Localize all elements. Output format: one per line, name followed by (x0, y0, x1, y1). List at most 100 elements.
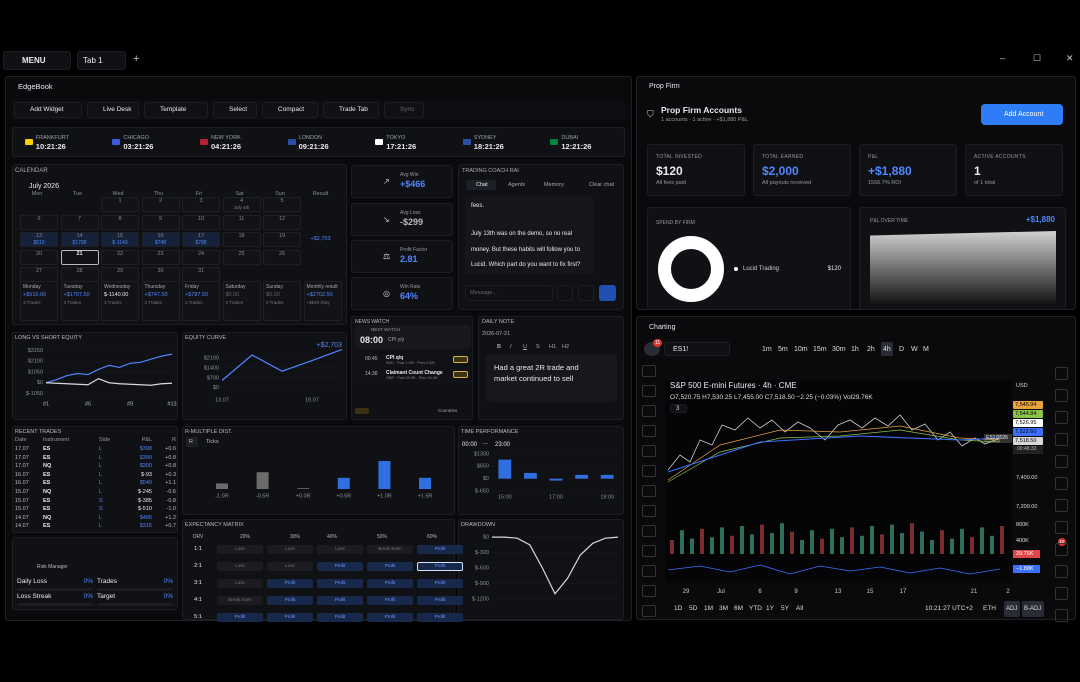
menu-button[interactable] (3, 51, 71, 70)
window-control[interactable]: ☐ (1033, 53, 1042, 63)
side-tool[interactable] (1055, 521, 1068, 534)
drawing-tool[interactable] (642, 445, 656, 457)
window-control[interactable]: – (1000, 53, 1006, 63)
range-button[interactable]: All (796, 605, 804, 612)
toolbar-button[interactable] (213, 102, 257, 118)
drawing-tool[interactable] (642, 425, 656, 437)
side-tool[interactable] (1055, 587, 1068, 600)
timeframe[interactable]: 4h (883, 346, 891, 353)
toolbar-button[interactable] (384, 102, 424, 118)
timeframe[interactable]: 5m (778, 346, 788, 353)
attach-button[interactable] (557, 285, 573, 301)
matrix-row-label: 1:1 (194, 546, 202, 552)
drawing-tool[interactable] (642, 405, 656, 417)
timeframe[interactable]: M (923, 346, 929, 353)
clock-time: 12:21:26 (561, 142, 592, 151)
mode-label[interactable]: R (189, 439, 193, 445)
timeframe[interactable]: 10m (794, 346, 808, 353)
format-button[interactable]: I (510, 344, 512, 350)
mode-button[interactable] (186, 437, 198, 447)
drawing-tool[interactable] (642, 525, 656, 537)
drawing-tool[interactable] (642, 485, 656, 497)
send-button[interactable] (599, 285, 616, 301)
timeframe[interactable]: 1m (762, 346, 772, 353)
drawing-tool[interactable] (642, 565, 656, 577)
range-button[interactable]: 3M (719, 605, 729, 612)
toolbar-button[interactable] (262, 102, 318, 118)
toolbar-button-label[interactable]: Live Desk (103, 106, 132, 113)
side-tool[interactable] (1055, 433, 1068, 446)
mic-button[interactable] (578, 285, 594, 301)
side-tool[interactable] (1055, 499, 1068, 512)
toolbar-button[interactable] (323, 102, 379, 118)
adj-button[interactable] (1022, 601, 1044, 617)
drawing-tool[interactable] (642, 605, 656, 617)
side-tool[interactable] (1055, 389, 1068, 402)
tab-label[interactable]: Tab 1 (83, 56, 103, 65)
range-button[interactable]: 5D (689, 605, 698, 612)
coach-tab[interactable]: Agents (508, 182, 526, 188)
mode-label[interactable]: Ticks (206, 439, 219, 445)
new-tab[interactable]: + (133, 53, 140, 65)
side-tool[interactable] (1055, 367, 1068, 380)
timeframe[interactable]: 2h (867, 346, 875, 353)
button-label[interactable]: Add Account (1004, 111, 1044, 118)
range-end: 23:00 (495, 442, 511, 448)
toolbar-button-label[interactable]: Add Widget (30, 106, 64, 113)
timeframe[interactable]: W (911, 346, 918, 353)
format-button[interactable]: U (523, 344, 527, 350)
drawing-tool[interactable] (642, 365, 656, 377)
stat-card (351, 203, 453, 236)
risk-value: 0% (83, 578, 93, 585)
range-button[interactable]: 5Y (781, 605, 789, 612)
side-tool[interactable] (1055, 609, 1068, 622)
range-button[interactable]: 1Y (766, 605, 774, 612)
format-button[interactable]: H1 (549, 344, 557, 350)
adj-label[interactable]: ADJ (1006, 606, 1018, 612)
side-tool[interactable] (1055, 455, 1068, 468)
range-button[interactable]: 6M (734, 605, 744, 612)
drawing-tool[interactable] (642, 585, 656, 597)
range-button[interactable]: 1M (704, 605, 714, 612)
toolbar-button[interactable] (14, 102, 82, 118)
toolbar-button-label[interactable]: Template (160, 106, 187, 113)
toolbar-button-label[interactable]: Sync (400, 106, 415, 113)
coach-tab[interactable]: Memory (544, 182, 564, 188)
toolbar-button-label[interactable]: Compact (278, 106, 305, 113)
drawing-tool[interactable] (642, 505, 656, 517)
side-tool[interactable] (1055, 411, 1068, 424)
format-button[interactable]: H2 (562, 344, 570, 350)
symbol[interactable]: ES1! (673, 346, 689, 353)
timeframe[interactable]: 30m (832, 346, 846, 353)
drawing-tool[interactable] (642, 465, 656, 477)
symbol-search[interactable] (664, 342, 730, 356)
coach-tab[interactable]: Chat (476, 182, 488, 188)
range-button[interactable]: YTD (749, 605, 762, 612)
range-button[interactable]: 1D (674, 605, 683, 612)
window-control[interactable]: ✕ (1066, 53, 1074, 63)
adj-button[interactable] (1004, 601, 1020, 617)
input-placeholder[interactable]: Message... (470, 290, 497, 296)
timeframe[interactable]: 1h (851, 346, 859, 353)
side-tool[interactable] (1055, 565, 1068, 578)
coach-tab[interactable]: Clear chat (589, 182, 615, 188)
toolbar-button-label[interactable]: Trade Tab (339, 106, 368, 113)
flag (112, 139, 121, 145)
timeframe[interactable]: 15m (813, 346, 827, 353)
side-tool[interactable] (1055, 543, 1068, 556)
menu-label[interactable]: MENU (22, 56, 46, 65)
toolbar-button-label[interactable]: Select (229, 106, 248, 113)
add-account-button[interactable] (981, 104, 1063, 125)
drawing-tool[interactable] (642, 385, 656, 397)
adj-label[interactable]: B-ADJ (1024, 606, 1042, 612)
toolbar-button[interactable] (144, 102, 208, 118)
timeframe[interactable]: D (899, 346, 905, 353)
drawing-tool[interactable] (642, 545, 656, 557)
side-tool[interactable] (1055, 477, 1068, 490)
toolbar-button[interactable] (87, 102, 139, 118)
message-input[interactable] (465, 285, 553, 301)
format-button[interactable]: S (536, 344, 540, 350)
tab[interactable] (77, 51, 126, 70)
format-button[interactable]: B (497, 344, 501, 350)
filter-dropdown[interactable]: Countries (438, 408, 458, 413)
